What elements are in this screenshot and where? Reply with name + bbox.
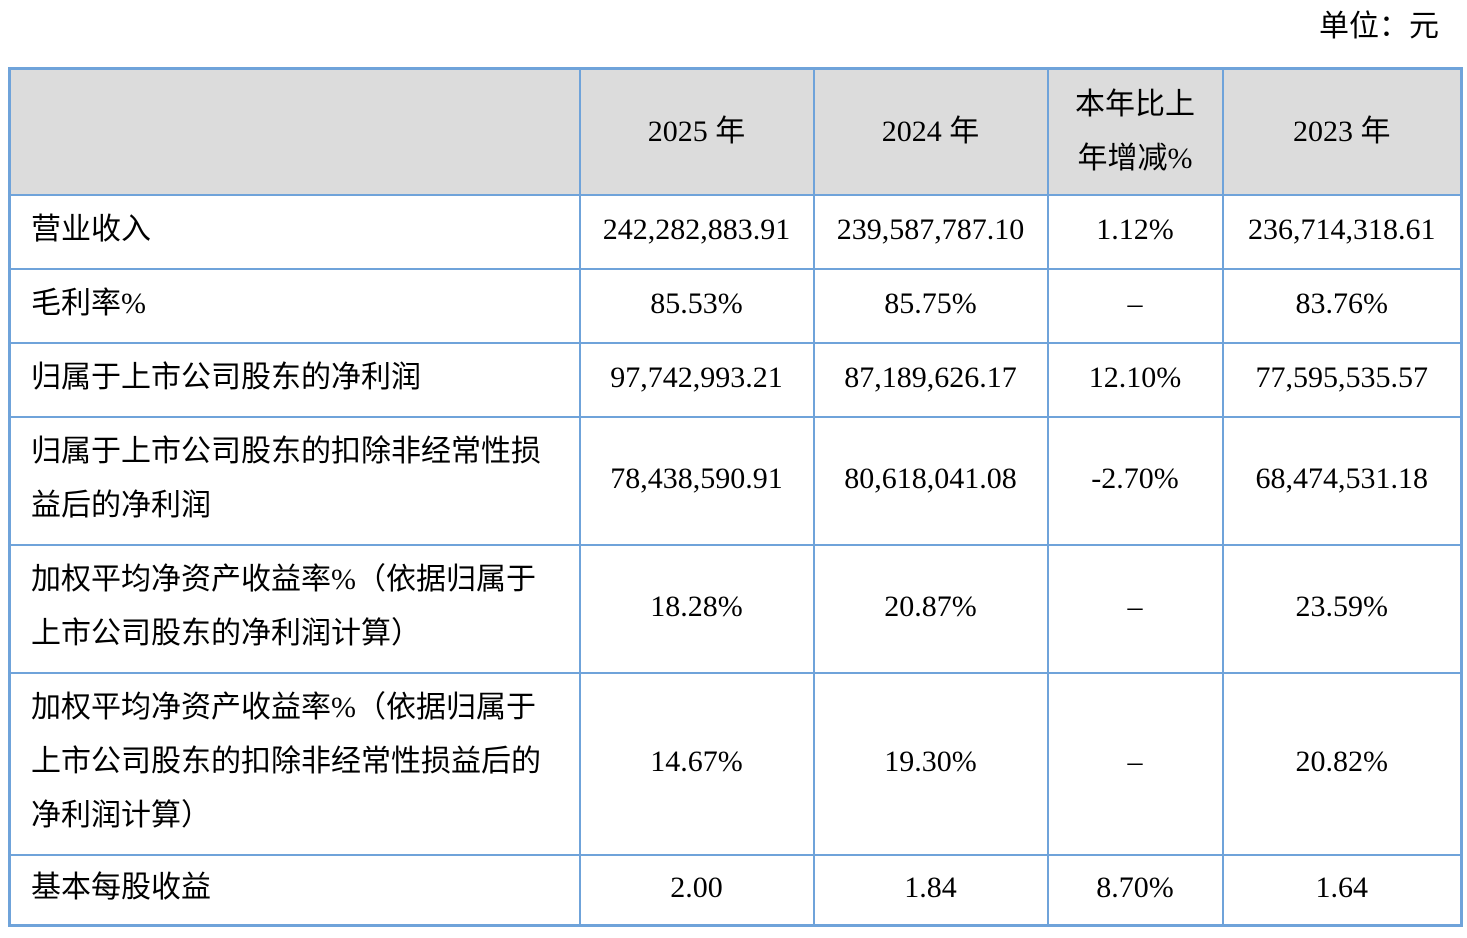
row-value: 77,595,535.57 bbox=[1221, 341, 1463, 418]
row-value: 87,189,626.17 bbox=[812, 341, 1049, 418]
row-label: 基本每股收益 bbox=[8, 853, 581, 927]
row-value: 1.84 bbox=[812, 853, 1049, 927]
row-value: 20.87% bbox=[812, 543, 1049, 674]
header-cell-col-3: 2023 年 bbox=[1221, 67, 1463, 196]
row-value: 239,587,787.10 bbox=[812, 193, 1049, 270]
row-label: 归属于上市公司股东的净利润 bbox=[8, 341, 581, 418]
table-row: 加权平均净资产收益率%（依据归属于上市公司股东的净利润计算） 18.28% 20.8… bbox=[8, 543, 1463, 674]
header-cell-col-2: 本年比上 年增减% bbox=[1046, 67, 1224, 196]
row-value: – bbox=[1046, 671, 1224, 856]
header-row: 2025 年 2024 年本年比上 年增减% 2023 年 bbox=[8, 67, 1463, 196]
row-value: 80,618,041.08 bbox=[812, 415, 1049, 546]
header-corner-cell bbox=[8, 67, 581, 196]
row-label: 毛利率% bbox=[8, 267, 581, 344]
row-value: 19.30% bbox=[812, 671, 1049, 856]
row-value: 83.76% bbox=[1221, 267, 1463, 344]
row-value: 8.70% bbox=[1046, 853, 1224, 927]
row-value: 18.28% bbox=[578, 543, 815, 674]
row-value: 1.12% bbox=[1046, 193, 1224, 270]
row-value: 78,438,590.91 bbox=[578, 415, 815, 546]
table-row: 毛利率% 85.53% 85.75% –83.76% bbox=[8, 267, 1463, 344]
header-cell-col-0: 2025 年 bbox=[578, 67, 815, 196]
unit-label: 单位：元 bbox=[1319, 10, 1439, 43]
row-value: 23.59% bbox=[1221, 543, 1463, 674]
table-row: 加权平均净资产收益率%（依据归属于上市公司股东的扣除非经常性损益后的净利润计算）… bbox=[8, 671, 1463, 856]
row-value: 14.67% bbox=[578, 671, 815, 856]
row-value: 85.53% bbox=[578, 267, 815, 344]
row-value: 2.00 bbox=[578, 853, 815, 927]
row-value: 1.64 bbox=[1221, 853, 1463, 927]
table-body: 营业收入 242,282,883.91 239,587,787.10 1.12% 236… bbox=[8, 193, 1463, 927]
table-row: 营业收入 242,282,883.91 239,587,787.10 1.12% 236… bbox=[8, 193, 1463, 270]
table-row: 归属于上市公司股东的净利润 97,742,993.21 87,189,626.17 1… bbox=[8, 341, 1463, 418]
row-label: 加权平均净资产收益率%（依据归属于上市公司股东的净利润计算） bbox=[8, 543, 581, 674]
row-value: 12.10% bbox=[1046, 341, 1224, 418]
row-value: 242,282,883.91 bbox=[578, 193, 815, 270]
row-value: 20.82% bbox=[1221, 671, 1463, 856]
table-row: 基本每股收益 2.00 1.84 8.70% 1.64 bbox=[8, 853, 1463, 927]
row-label: 营业收入 bbox=[8, 193, 581, 270]
row-value: – bbox=[1046, 543, 1224, 674]
table-row: 归属于上市公司股东的扣除非经常性损益后的净利润 78,438,590.91 80,6… bbox=[8, 415, 1463, 546]
row-value: 85.75% bbox=[812, 267, 1049, 344]
financial-summary-table: 2025 年 2024 年本年比上 年增减% 2023 年 营业收入 242,282,… bbox=[8, 67, 1463, 927]
row-value: 236,714,318.61 bbox=[1221, 193, 1463, 270]
row-value: -2.70% bbox=[1046, 415, 1224, 546]
row-value: 68,474,531.18 bbox=[1221, 415, 1463, 546]
row-label: 加权平均净资产收益率%（依据归属于上市公司股东的扣除非经常性损益后的净利润计算） bbox=[8, 671, 581, 856]
row-value: – bbox=[1046, 267, 1224, 344]
row-value: 97,742,993.21 bbox=[578, 341, 815, 418]
row-label: 归属于上市公司股东的扣除非经常性损益后的净利润 bbox=[8, 415, 581, 546]
header-cell-col-1: 2024 年 bbox=[812, 67, 1049, 196]
